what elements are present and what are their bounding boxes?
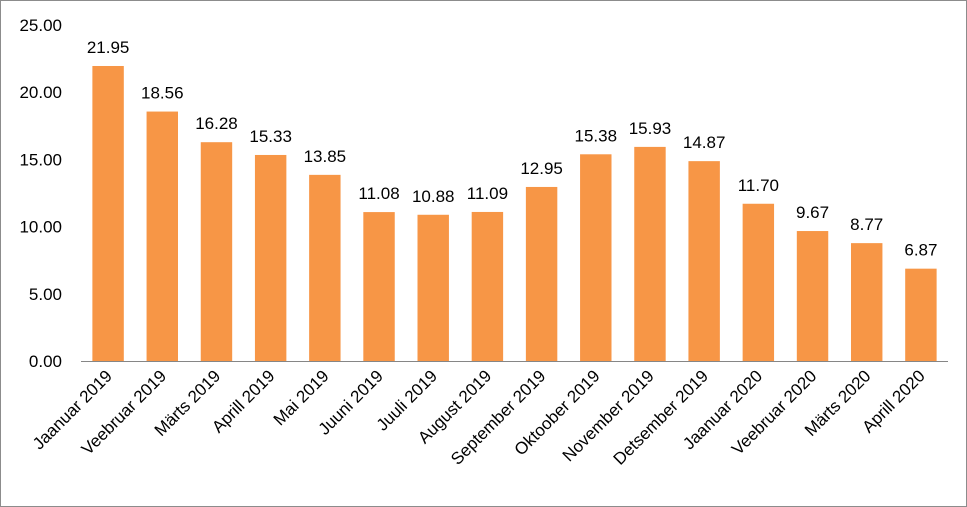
data-label: 8.77 xyxy=(850,215,883,234)
data-labels: 21.95 18.56 16.28 15.33 13.85 11.08 10.88 11.09… xyxy=(87,38,938,260)
data-label: 6.87 xyxy=(904,241,937,260)
data-label: 14.87 xyxy=(683,133,726,152)
y-tick-label: 20.00 xyxy=(19,83,62,102)
data-label: 9.67 xyxy=(796,203,829,222)
bar xyxy=(471,211,504,361)
bar xyxy=(905,268,937,361)
y-tick-label: 10.00 xyxy=(19,218,62,237)
bar xyxy=(254,154,287,361)
bar xyxy=(742,203,775,361)
data-label: 16.28 xyxy=(195,114,238,133)
bar xyxy=(580,154,612,361)
data-label: 12.95 xyxy=(520,159,563,178)
bar xyxy=(146,111,178,362)
data-label: 15.93 xyxy=(629,119,672,138)
bar xyxy=(688,161,720,361)
bar xyxy=(309,174,341,361)
data-label: 13.85 xyxy=(304,147,347,166)
bar xyxy=(851,243,883,361)
data-label: 15.33 xyxy=(249,127,292,146)
data-label: 21.95 xyxy=(87,38,130,57)
bars xyxy=(92,65,937,362)
category-label: November 2019 xyxy=(559,366,658,465)
data-label: 10.88 xyxy=(412,187,455,206)
y-tick-label: 0.00 xyxy=(29,352,62,371)
y-tick-label: 15.00 xyxy=(19,150,62,169)
bar xyxy=(634,146,666,361)
data-label: 18.56 xyxy=(141,84,184,103)
category-label: Detsember 2019 xyxy=(610,366,712,468)
bar xyxy=(525,186,558,361)
bar xyxy=(92,65,124,361)
bar xyxy=(363,212,395,361)
data-label: 11.70 xyxy=(738,176,779,195)
y-axis-ticks: 0.00 5.00 10.00 15.00 20.00 25.00 xyxy=(19,16,62,371)
bar xyxy=(200,142,233,361)
category-label: September 2019 xyxy=(447,366,549,468)
bar xyxy=(796,231,829,361)
y-tick-label: 25.00 xyxy=(19,16,62,35)
data-label: 11.08 xyxy=(358,184,399,203)
data-label: 15.38 xyxy=(575,126,618,145)
y-tick-label: 5.00 xyxy=(29,285,62,304)
bar xyxy=(417,214,449,361)
data-label: 11.09 xyxy=(467,184,508,203)
